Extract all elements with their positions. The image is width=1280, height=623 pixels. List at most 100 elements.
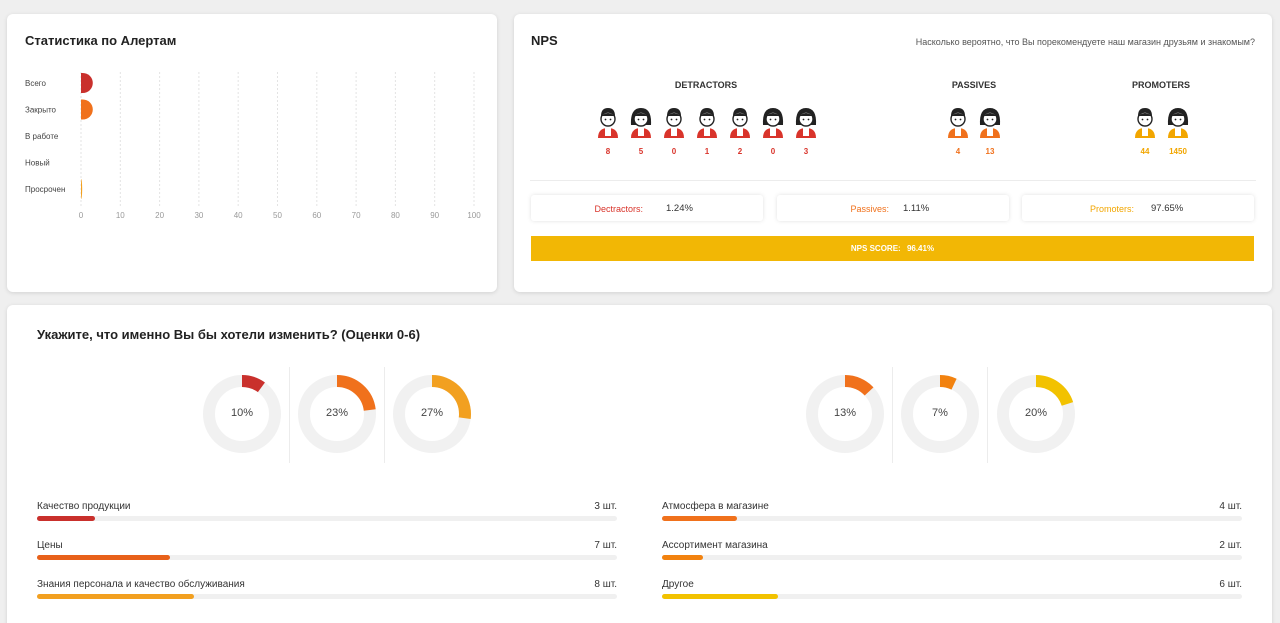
passives-title: PASSIVES (951, 80, 997, 90)
issue-count: 8 шт. (594, 579, 617, 590)
donut-percent: 10% (230, 407, 254, 419)
alerts-card: Статистика по Алертам 0 10 20 30 40 50 60 70 80 9… (7, 14, 497, 292)
bar (81, 179, 83, 199)
response-count: 2 (737, 147, 743, 156)
person-icon (1132, 105, 1158, 139)
x-tick-label: 20 (155, 211, 164, 220)
nps-card: NPS Насколько вероятно, что Вы порекомен… (514, 14, 1272, 292)
donut-chart: 20% (996, 374, 1076, 454)
issue-fill (37, 594, 194, 599)
person-icon (595, 105, 621, 139)
x-tick-label: 80 (391, 211, 400, 220)
response-count: 0 (671, 147, 677, 156)
change-card: Укажите, что именно Вы бы хотели изменит… (7, 305, 1272, 623)
category-label: Просрочен (25, 185, 65, 194)
passives-summary-value: 1.11% (903, 203, 930, 214)
category-label: В работе (25, 132, 59, 141)
detractors-summary-value: 1.24% (666, 203, 693, 214)
issue-track (37, 555, 617, 560)
detractors-title: DETRACTORS (674, 80, 738, 90)
donut-percent: 27% (420, 407, 444, 419)
issue-track (662, 516, 1242, 521)
separator (987, 367, 988, 463)
issue-row: Цены 7 шт. (37, 540, 617, 574)
promoters-summary: Promoters: 97.65% (1022, 195, 1254, 221)
donut-percent: 20% (1024, 407, 1048, 419)
promoters-title: PROMOTERS (1131, 80, 1190, 90)
response-count: 0 (770, 147, 776, 156)
category-label: Закрыто (25, 106, 57, 115)
alerts-title: Статистика по Алертам (25, 33, 177, 48)
issue-track (662, 555, 1242, 560)
donut-chart: 7% (900, 374, 980, 454)
response-count: 8 (605, 147, 611, 156)
detractors-summary: Dectractors: 1.24% (531, 195, 763, 221)
bar (81, 99, 93, 120)
response-count: 5 (638, 147, 644, 156)
separator (289, 367, 290, 463)
person-icon (628, 105, 654, 139)
person-icon (694, 105, 720, 139)
person-icon (793, 105, 819, 139)
person-icon (727, 105, 753, 139)
issue-track (662, 594, 1242, 599)
category-label: Новый (25, 159, 50, 168)
donut-percent: 7% (932, 407, 948, 419)
issue-name: Качество продукции (37, 501, 131, 512)
person-icon (945, 105, 971, 139)
issue-count: 2 шт. (1219, 540, 1242, 551)
issue-row: Другое 6 шт. (662, 579, 1242, 613)
issue-track (37, 594, 617, 599)
passives-summary: Passives: 1.11% (777, 195, 1009, 221)
response-count: 44 (1140, 147, 1150, 156)
issue-count: 3 шт. (594, 501, 617, 512)
nps-question: Насколько вероятно, что Вы порекомендует… (915, 37, 1255, 47)
response-count: 13 (985, 147, 995, 156)
nps-score-bar: NPS SCORE: 96.41% (531, 236, 1254, 261)
issue-name: Ассортимент магазина (662, 540, 768, 551)
bar (81, 73, 93, 93)
issue-row: Знания персонала и качество обслуживания… (37, 579, 617, 613)
promoters-summary-value: 97.65% (1151, 203, 1184, 214)
person-icon (760, 105, 786, 139)
response-count: 1450 (1169, 147, 1187, 156)
issue-count: 4 шт. (1219, 501, 1242, 512)
x-tick-label: 0 (79, 211, 84, 220)
separator (384, 367, 385, 463)
passives-summary-label: Passives: (850, 204, 889, 214)
issue-name: Атмосфера в магазине (662, 501, 769, 512)
donut-percent: 13% (833, 407, 857, 419)
nps-score-value: 96.41% (906, 244, 935, 253)
issue-name: Знания персонала и качество обслуживания (37, 579, 245, 590)
nps-title: NPS (531, 33, 558, 48)
issue-fill (662, 516, 738, 521)
donut-chart: 23% (297, 374, 377, 454)
person-icon (977, 105, 1003, 139)
issue-name: Цены (37, 540, 63, 551)
person-icon (1165, 105, 1191, 139)
donut-chart: 27% (392, 374, 472, 454)
x-tick-label: 50 (273, 211, 282, 220)
donut-chart: 13% (805, 374, 885, 454)
issue-count: 6 шт. (1219, 579, 1242, 590)
issue-track (37, 516, 617, 521)
issue-fill (37, 516, 95, 521)
issue-name: Другое (662, 579, 694, 590)
x-tick-label: 40 (234, 211, 243, 220)
donut-chart: 10% (202, 374, 282, 454)
promoters-summary-label: Promoters: (1089, 204, 1134, 214)
issue-count: 7 шт. (594, 540, 617, 551)
category-label: Всего (25, 79, 47, 88)
x-tick-label: 70 (352, 211, 361, 220)
person-icon (661, 105, 687, 139)
separator (892, 367, 893, 463)
nps-score-label: NPS SCORE: (850, 244, 901, 253)
x-tick-label: 30 (194, 211, 203, 220)
alerts-chart: 0 10 20 30 40 50 60 70 80 90 100 Всего Закрыто В рабо… (25, 72, 481, 220)
x-tick-label: 60 (312, 211, 321, 220)
issue-fill (662, 555, 703, 560)
change-title: Укажите, что именно Вы бы хотели изменит… (37, 327, 421, 342)
issue-fill (37, 555, 171, 560)
issue-row: Качество продукции 3 шт. (37, 501, 617, 535)
response-count: 1 (704, 147, 710, 156)
